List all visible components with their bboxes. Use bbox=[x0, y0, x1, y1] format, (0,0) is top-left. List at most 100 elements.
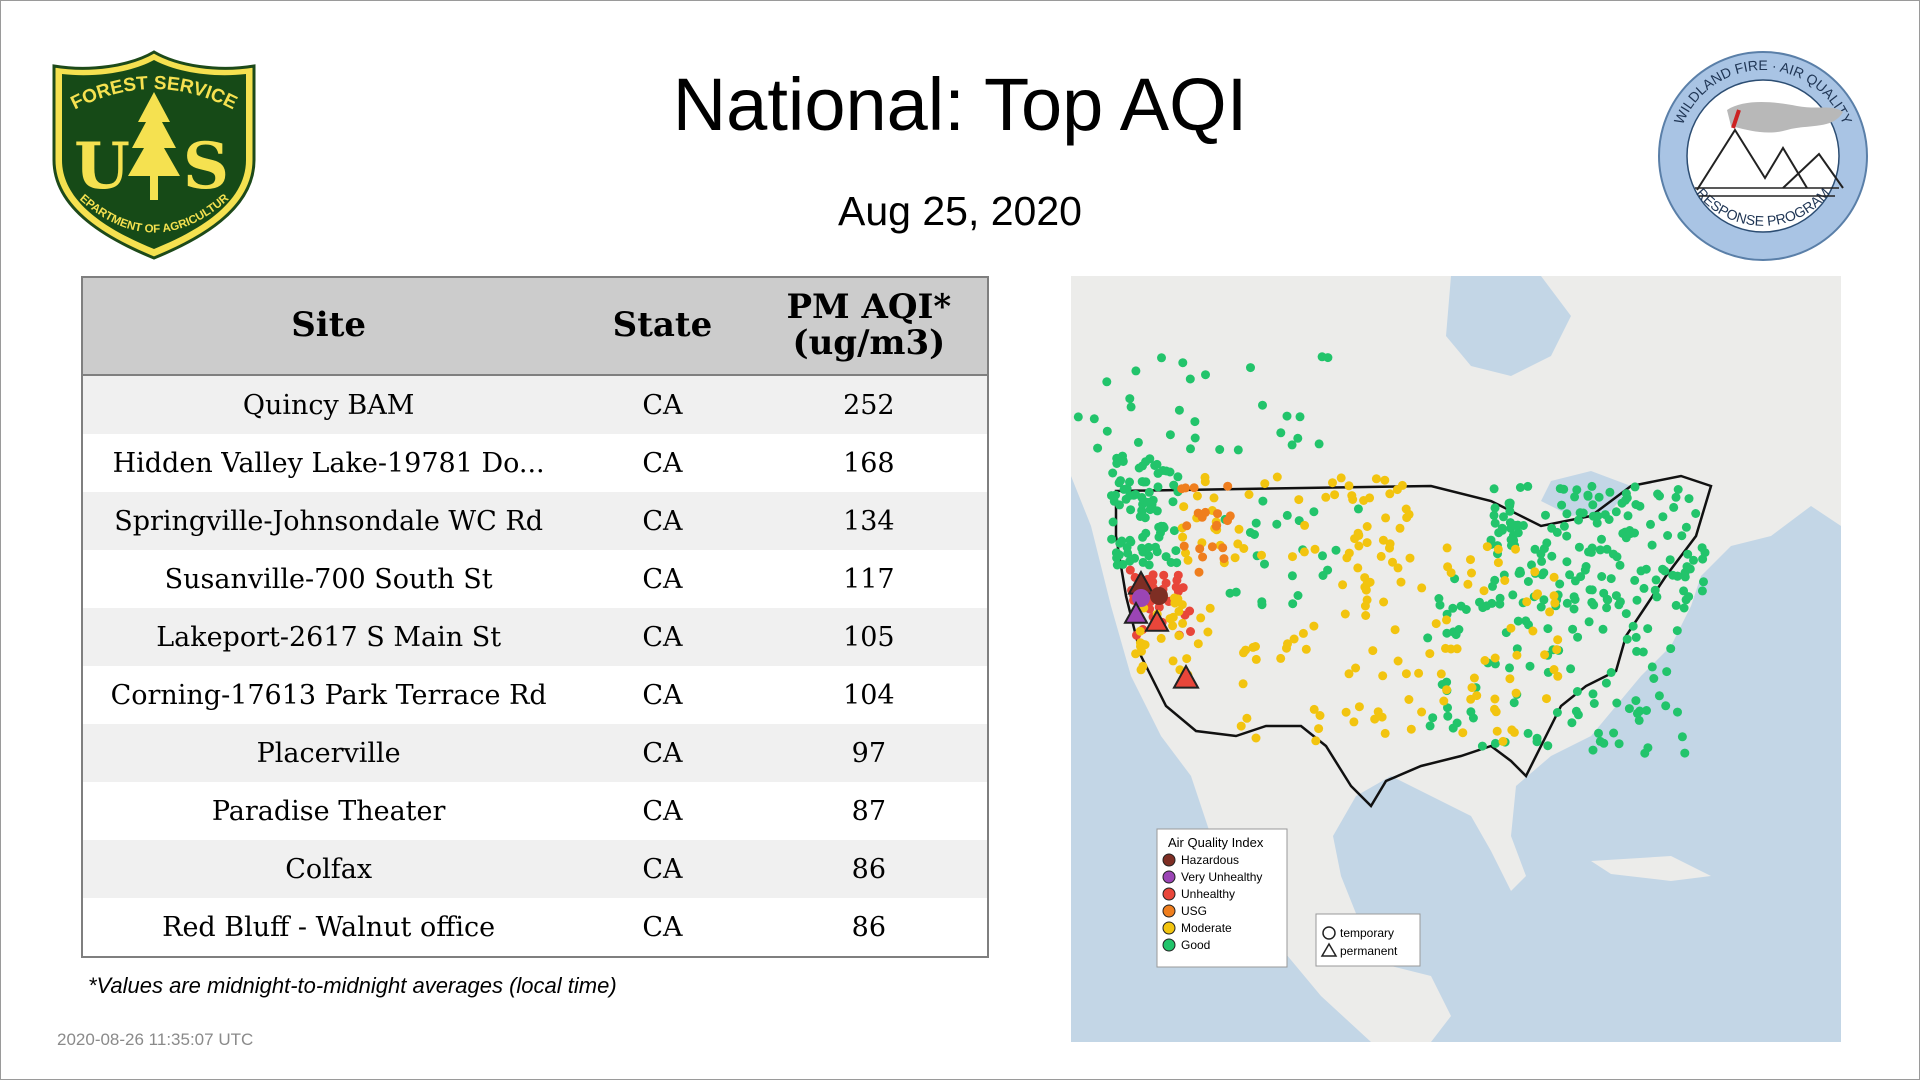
station-marker bbox=[1572, 485, 1582, 495]
station-marker bbox=[1505, 674, 1515, 684]
station-marker bbox=[1195, 544, 1205, 554]
station-marker bbox=[1531, 591, 1541, 600]
station-marker bbox=[1448, 603, 1458, 613]
station-marker bbox=[1219, 554, 1229, 564]
state-cell: CA bbox=[574, 492, 751, 550]
station-marker bbox=[1177, 600, 1187, 610]
station-marker bbox=[1614, 739, 1624, 749]
station-marker bbox=[1203, 627, 1213, 637]
station-marker bbox=[1493, 558, 1503, 568]
station-marker bbox=[1680, 572, 1690, 582]
station-marker bbox=[1500, 576, 1510, 585]
station-marker bbox=[1298, 628, 1308, 638]
station-marker bbox=[1425, 721, 1435, 731]
station-marker bbox=[1507, 725, 1517, 735]
wildland-fire-logo: WILDLAND FIRE · AIR QUALITY RESPONSE PRO… bbox=[1658, 51, 1868, 261]
station-marker bbox=[1671, 492, 1681, 502]
station-marker bbox=[1144, 542, 1154, 552]
station-marker bbox=[1489, 510, 1499, 520]
station-marker bbox=[1311, 736, 1321, 746]
station-marker bbox=[1396, 577, 1406, 587]
station-marker bbox=[1209, 493, 1219, 503]
table-row: Lakeport-2617 S Main St CA 105 bbox=[82, 608, 988, 666]
station-marker bbox=[1589, 699, 1599, 708]
station-marker bbox=[1102, 426, 1112, 436]
station-marker bbox=[1354, 702, 1364, 712]
station-marker bbox=[1647, 540, 1657, 550]
station-marker bbox=[1234, 524, 1244, 534]
station-marker bbox=[1643, 743, 1653, 753]
station-marker bbox=[1536, 602, 1546, 612]
station-marker bbox=[1168, 621, 1178, 631]
station-marker bbox=[1606, 668, 1616, 677]
station-marker bbox=[1646, 519, 1655, 529]
station-marker bbox=[1497, 523, 1507, 533]
station-marker bbox=[1683, 549, 1693, 559]
station-marker bbox=[1260, 479, 1270, 489]
aqi-cell: 134 bbox=[750, 492, 988, 550]
site-cell: Springville-Johnsondale WC Rd bbox=[82, 492, 575, 550]
station-marker bbox=[1631, 632, 1641, 642]
station-marker bbox=[1125, 491, 1135, 500]
station-marker bbox=[1239, 544, 1249, 553]
legend-swatch bbox=[1162, 921, 1176, 935]
station-marker bbox=[1314, 724, 1324, 734]
site-cell: Paradise Theater bbox=[82, 782, 575, 840]
station-marker bbox=[1658, 564, 1668, 574]
station-marker bbox=[1130, 553, 1140, 563]
station-marker bbox=[1115, 538, 1125, 548]
station-marker bbox=[1643, 624, 1653, 634]
station-marker bbox=[1272, 519, 1282, 529]
station-marker bbox=[1376, 551, 1386, 561]
station-marker bbox=[1527, 560, 1536, 570]
station-marker bbox=[1185, 374, 1195, 384]
station-marker bbox=[1454, 625, 1464, 634]
station-marker bbox=[1119, 484, 1129, 494]
station-marker bbox=[1114, 550, 1124, 560]
station-marker bbox=[1588, 745, 1598, 755]
station-marker bbox=[1571, 706, 1581, 716]
station-marker bbox=[1165, 430, 1175, 440]
station-marker bbox=[1143, 497, 1153, 507]
station-marker bbox=[1257, 550, 1266, 560]
station-marker bbox=[1490, 518, 1500, 528]
station-marker bbox=[1336, 473, 1346, 483]
station-marker bbox=[1073, 412, 1083, 422]
station-marker bbox=[1258, 400, 1267, 410]
aqi-cell: 86 bbox=[750, 840, 988, 898]
station-marker bbox=[1294, 495, 1304, 505]
station-marker bbox=[1179, 502, 1189, 512]
station-marker bbox=[1649, 674, 1659, 683]
station-marker bbox=[1102, 377, 1112, 387]
station-marker bbox=[1230, 553, 1240, 563]
station-marker bbox=[1466, 707, 1476, 717]
station-marker bbox=[1512, 650, 1522, 660]
station-marker bbox=[1458, 728, 1468, 738]
site-column-header: Site bbox=[82, 277, 575, 376]
footnote: *Values are midnight-to-midnight average… bbox=[88, 973, 617, 998]
station-marker bbox=[1567, 718, 1577, 728]
station-marker bbox=[1542, 694, 1551, 704]
station-marker bbox=[1161, 466, 1171, 476]
station-marker bbox=[1557, 500, 1567, 510]
station-marker bbox=[1178, 618, 1188, 628]
station-marker bbox=[1442, 628, 1452, 638]
station-marker bbox=[1361, 611, 1371, 620]
station-marker bbox=[1314, 439, 1324, 449]
station-marker bbox=[1570, 492, 1580, 502]
station-marker bbox=[1598, 624, 1608, 634]
station-marker bbox=[1477, 741, 1487, 751]
station-marker bbox=[1108, 517, 1118, 527]
aqi-cell: 117 bbox=[750, 550, 988, 608]
station-marker bbox=[1600, 510, 1610, 520]
station-marker bbox=[1515, 566, 1525, 576]
station-marker bbox=[1141, 457, 1151, 467]
station-marker bbox=[1215, 445, 1225, 454]
aqi-header-line2: (ug/m3) bbox=[792, 323, 946, 363]
station-marker bbox=[1525, 661, 1535, 671]
station-marker bbox=[1213, 509, 1222, 519]
station-marker bbox=[1385, 539, 1395, 549]
station-marker bbox=[1182, 521, 1192, 531]
station-marker bbox=[1272, 472, 1282, 482]
station-marker bbox=[1631, 696, 1641, 706]
